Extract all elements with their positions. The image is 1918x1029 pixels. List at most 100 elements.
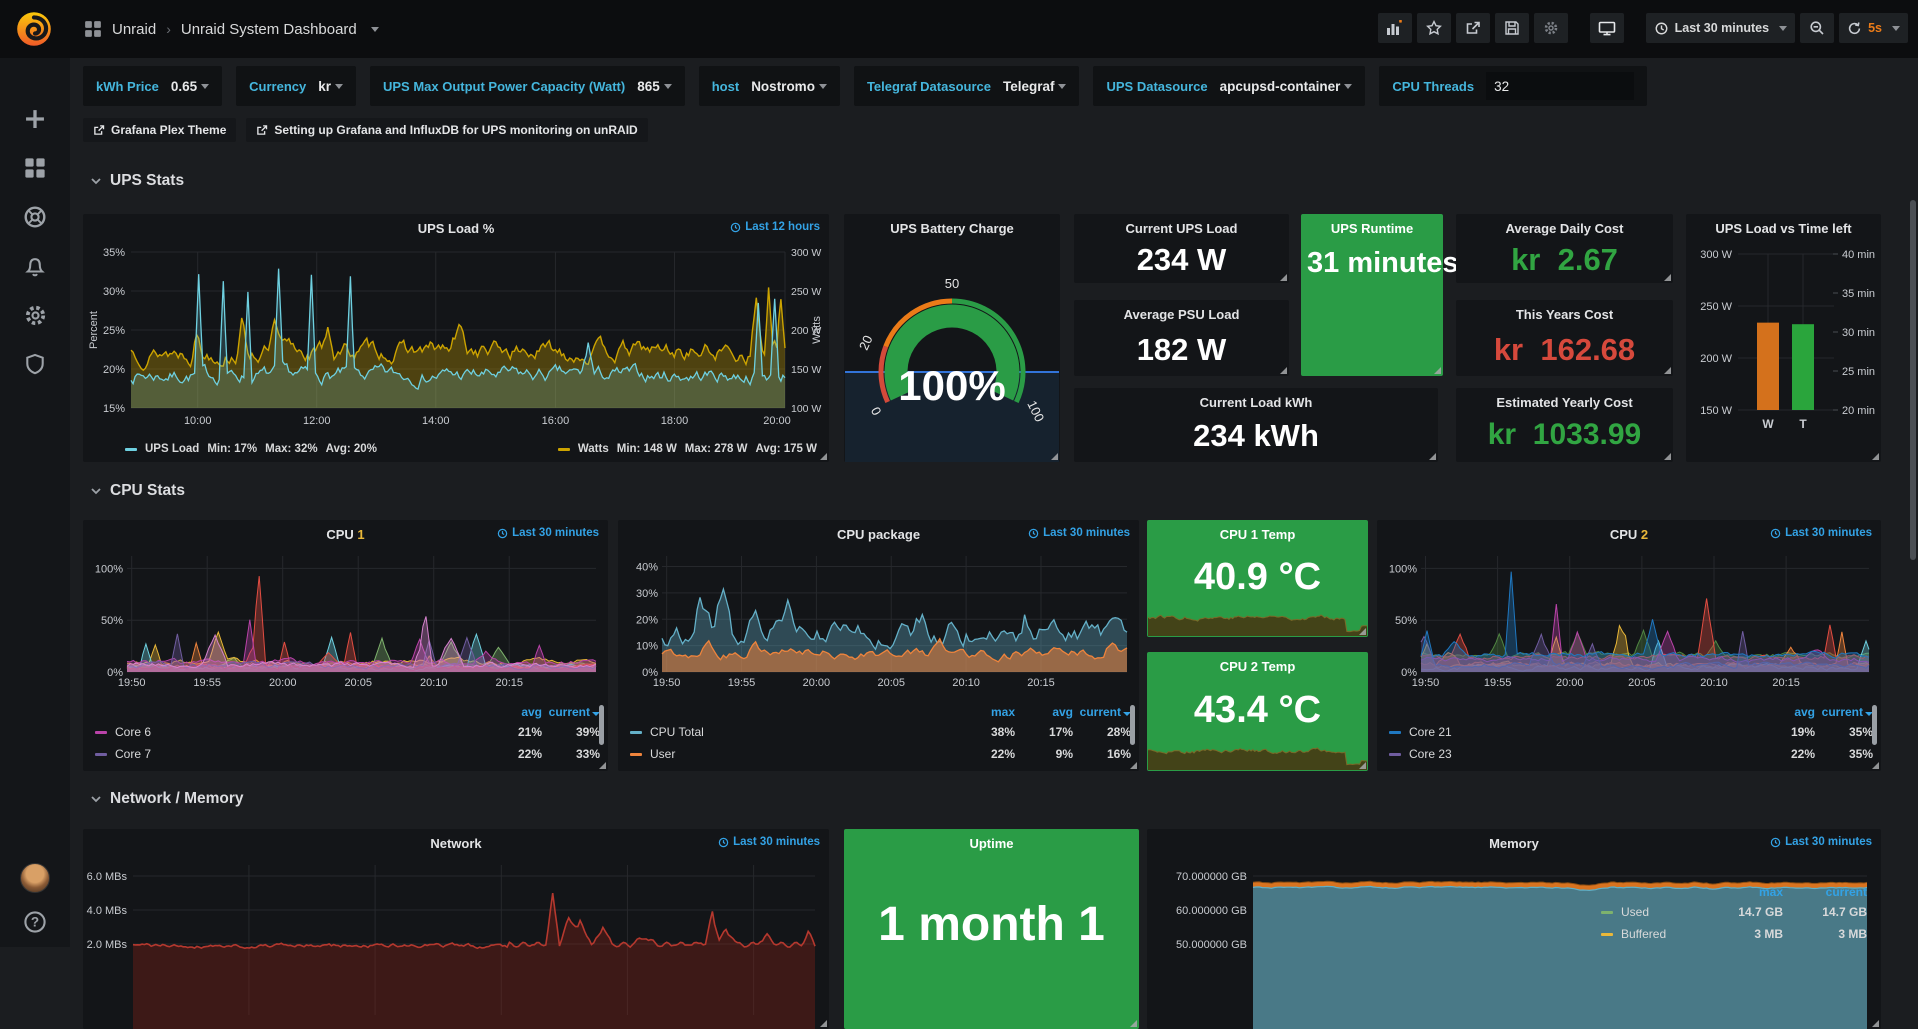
section-network-memory[interactable]: Network / Memory (90, 790, 244, 808)
panel-title[interactable]: CPU package (836, 527, 921, 542)
svg-text:16:00: 16:00 (542, 415, 570, 427)
panel-title[interactable]: Uptime (969, 836, 1014, 851)
link-ups-monitoring-guide[interactable]: Setting up Grafana and InfluxDB for UPS … (246, 118, 648, 142)
network-chart[interactable]: 6.0 MBs 4.0 MBs 2.0 MBs (83, 855, 829, 1029)
breadcrumb: Unraid › Unraid System Dashboard (84, 0, 379, 58)
stat-value: 1 month 1 (878, 898, 1105, 951)
panel-title[interactable]: Memory (1489, 836, 1539, 851)
panel-title[interactable]: UPS Load vs Time left (1715, 221, 1852, 236)
variable-ups-max-output[interactable]: UPS Max Output Power Capacity (Watt) 865 (369, 66, 685, 106)
variable-cpu-threads[interactable]: CPU Threads (1379, 66, 1648, 106)
cpu2-chart[interactable]: 19:50 19:55 20:00 20:05 20:10 20:15 100% 50% 0% (1377, 546, 1881, 696)
legend-scrollbar[interactable] (599, 705, 604, 745)
svg-text:50%: 50% (101, 615, 123, 627)
panel-title[interactable]: This Years Cost (1515, 307, 1614, 322)
panel-title[interactable]: Average PSU Load (1123, 307, 1240, 322)
variable-kwh-price[interactable]: kWh Price 0.65 (83, 66, 223, 106)
svg-text:19:50: 19:50 (653, 677, 681, 689)
panel-title[interactable]: UPS Runtime (1330, 221, 1414, 236)
alerting-bell-icon[interactable] (22, 253, 48, 279)
time-range-picker[interactable]: Last 30 minutes (1645, 13, 1796, 43)
panel-title[interactable]: Average Daily Cost (1505, 221, 1624, 236)
legend-row[interactable]: Core 23 22% 35% (1389, 743, 1873, 765)
zoom-out-time-button[interactable] (1800, 13, 1835, 43)
stat-value: 234 W (1136, 242, 1227, 277)
dashboard-settings-button[interactable] (1533, 13, 1568, 43)
variable-label: host (711, 78, 740, 94)
panel-title[interactable]: Network (430, 836, 482, 851)
explore-icon[interactable] (22, 204, 48, 230)
panel-title[interactable]: Estimated Yearly Cost (1496, 395, 1633, 410)
legend-row[interactable]: Core 7 22% 33% (95, 743, 600, 765)
panel-title[interactable]: CPU 2 (1609, 527, 1649, 542)
legend-row[interactable]: CPU Total 38% 17% 28% (630, 721, 1131, 743)
legend-scrollbar[interactable] (1130, 705, 1135, 745)
svg-text:20:05: 20:05 (1628, 677, 1656, 689)
panel-timerange-link[interactable]: Last 30 minutes (1770, 836, 1872, 848)
variable-host[interactable]: host Nostromo (698, 66, 840, 106)
share-dashboard-button[interactable] (1455, 13, 1490, 43)
ups-load-chart[interactable]: 10:00 12:00 14:00 16:00 18:00 20:00 35% 30% 25% 2… (83, 240, 829, 436)
panel-title[interactable]: CPU 1 (326, 527, 365, 542)
breadcrumb-dashboard-title[interactable]: Unraid System Dashboard (180, 20, 357, 38)
stat-value: 40.9 °C (1193, 556, 1322, 598)
help-icon[interactable]: ? (22, 909, 48, 935)
grafana-logo[interactable] (13, 8, 55, 50)
legend-row[interactable]: Used 14.7 GB 14.7 GB (1601, 901, 1867, 923)
svg-text:Percent: Percent (88, 311, 100, 349)
legend-item[interactable]: Watts Min: 148 W Max: 278 W Avg: 175 W (557, 443, 817, 455)
panel-timerange-link[interactable]: Last 30 minutes (497, 527, 599, 539)
panel-title[interactable]: Current Load kWh (1199, 395, 1313, 410)
panel-title[interactable]: UPS Load % (417, 221, 495, 236)
panel-timerange-link[interactable]: Last 12 hours (730, 221, 820, 233)
svg-text:4.0 MBs: 4.0 MBs (87, 905, 128, 917)
dashboard-submenu: kWh Price 0.65 Currency kr UPS Max Outpu… (83, 66, 1883, 142)
legend-row[interactable]: User 22% 9% 16% (630, 743, 1131, 765)
panel-timerange-link[interactable]: Last 30 minutes (718, 836, 820, 848)
cycle-view-mode-button[interactable] (1589, 13, 1624, 43)
dashboard-dropdown-caret[interactable] (370, 26, 379, 32)
cpu1-chart[interactable]: 19:50 19:55 20:00 20:05 20:10 20:15 100% 50% 0% (83, 546, 608, 696)
configuration-gear-icon[interactable] (22, 302, 48, 328)
svg-text:150 W: 150 W (791, 364, 821, 376)
create-plus-icon[interactable] (22, 106, 48, 132)
section-cpu-stats[interactable]: CPU Stats (90, 482, 185, 500)
section-ups-stats[interactable]: UPS Stats (90, 172, 184, 190)
ups-bars-chart[interactable]: 300 W 250 W 200 W 150 W 40 min 35 min 30 min 25… (1686, 240, 1881, 462)
panel-title[interactable]: CPU 1 Temp (1219, 527, 1296, 542)
variable-telegraf-datasource[interactable]: Telegraf Datasource Telegraf (853, 66, 1080, 106)
variable-ups-datasource[interactable]: UPS Datasource apcupsd-container (1093, 66, 1366, 106)
legend-scrollbar[interactable] (1872, 705, 1877, 745)
cpu-threads-input[interactable] (1486, 72, 1635, 100)
side-menu: ? (0, 58, 70, 947)
svg-text:W: W (1762, 417, 1774, 431)
variable-currency[interactable]: Currency kr (236, 66, 356, 106)
window-scrollbar[interactable] (1910, 200, 1916, 560)
refresh-button[interactable]: 5s (1839, 13, 1908, 43)
link-grafana-plex-theme[interactable]: Grafana Plex Theme (83, 118, 237, 142)
cpu-package-chart[interactable]: 19:50 19:55 20:00 20:05 20:10 20:15 40% 30% 20% 1… (618, 546, 1139, 696)
legend-row[interactable]: Core 21 19% 35% (1389, 721, 1873, 743)
legend-item[interactable]: UPS Load Min: 17% Max: 32% Avg: 20% (125, 443, 377, 455)
panel-title[interactable]: Current UPS Load (1125, 221, 1238, 236)
star-dashboard-button[interactable] (1416, 13, 1451, 43)
legend-row[interactable]: Buffered 3 MB 3 MB (1601, 923, 1867, 945)
breadcrumb-app[interactable]: Unraid (112, 20, 157, 38)
panel-title[interactable]: CPU 2 Temp (1219, 659, 1296, 674)
svg-text:6.0 MBs: 6.0 MBs (87, 871, 128, 883)
server-admin-shield-icon[interactable] (22, 351, 48, 377)
panel-timerange-link[interactable]: Last 30 minutes (1770, 527, 1872, 539)
variable-label: UPS Datasource (1106, 78, 1208, 94)
svg-text:0%: 0% (642, 667, 658, 679)
save-dashboard-button[interactable] (1494, 13, 1529, 43)
user-avatar[interactable] (20, 863, 50, 893)
panel-title[interactable]: UPS Battery Charge (890, 221, 1014, 236)
panel-timerange-link[interactable]: Last 30 minutes (1028, 527, 1130, 539)
dashboards-icon[interactable] (22, 155, 48, 181)
add-panel-button[interactable] (1377, 13, 1412, 43)
refresh-interval-caret[interactable] (1892, 25, 1900, 31)
legend-row[interactable]: Core 6 21% 39% (95, 721, 600, 743)
refresh-interval-label[interactable]: 5s (1868, 21, 1882, 35)
